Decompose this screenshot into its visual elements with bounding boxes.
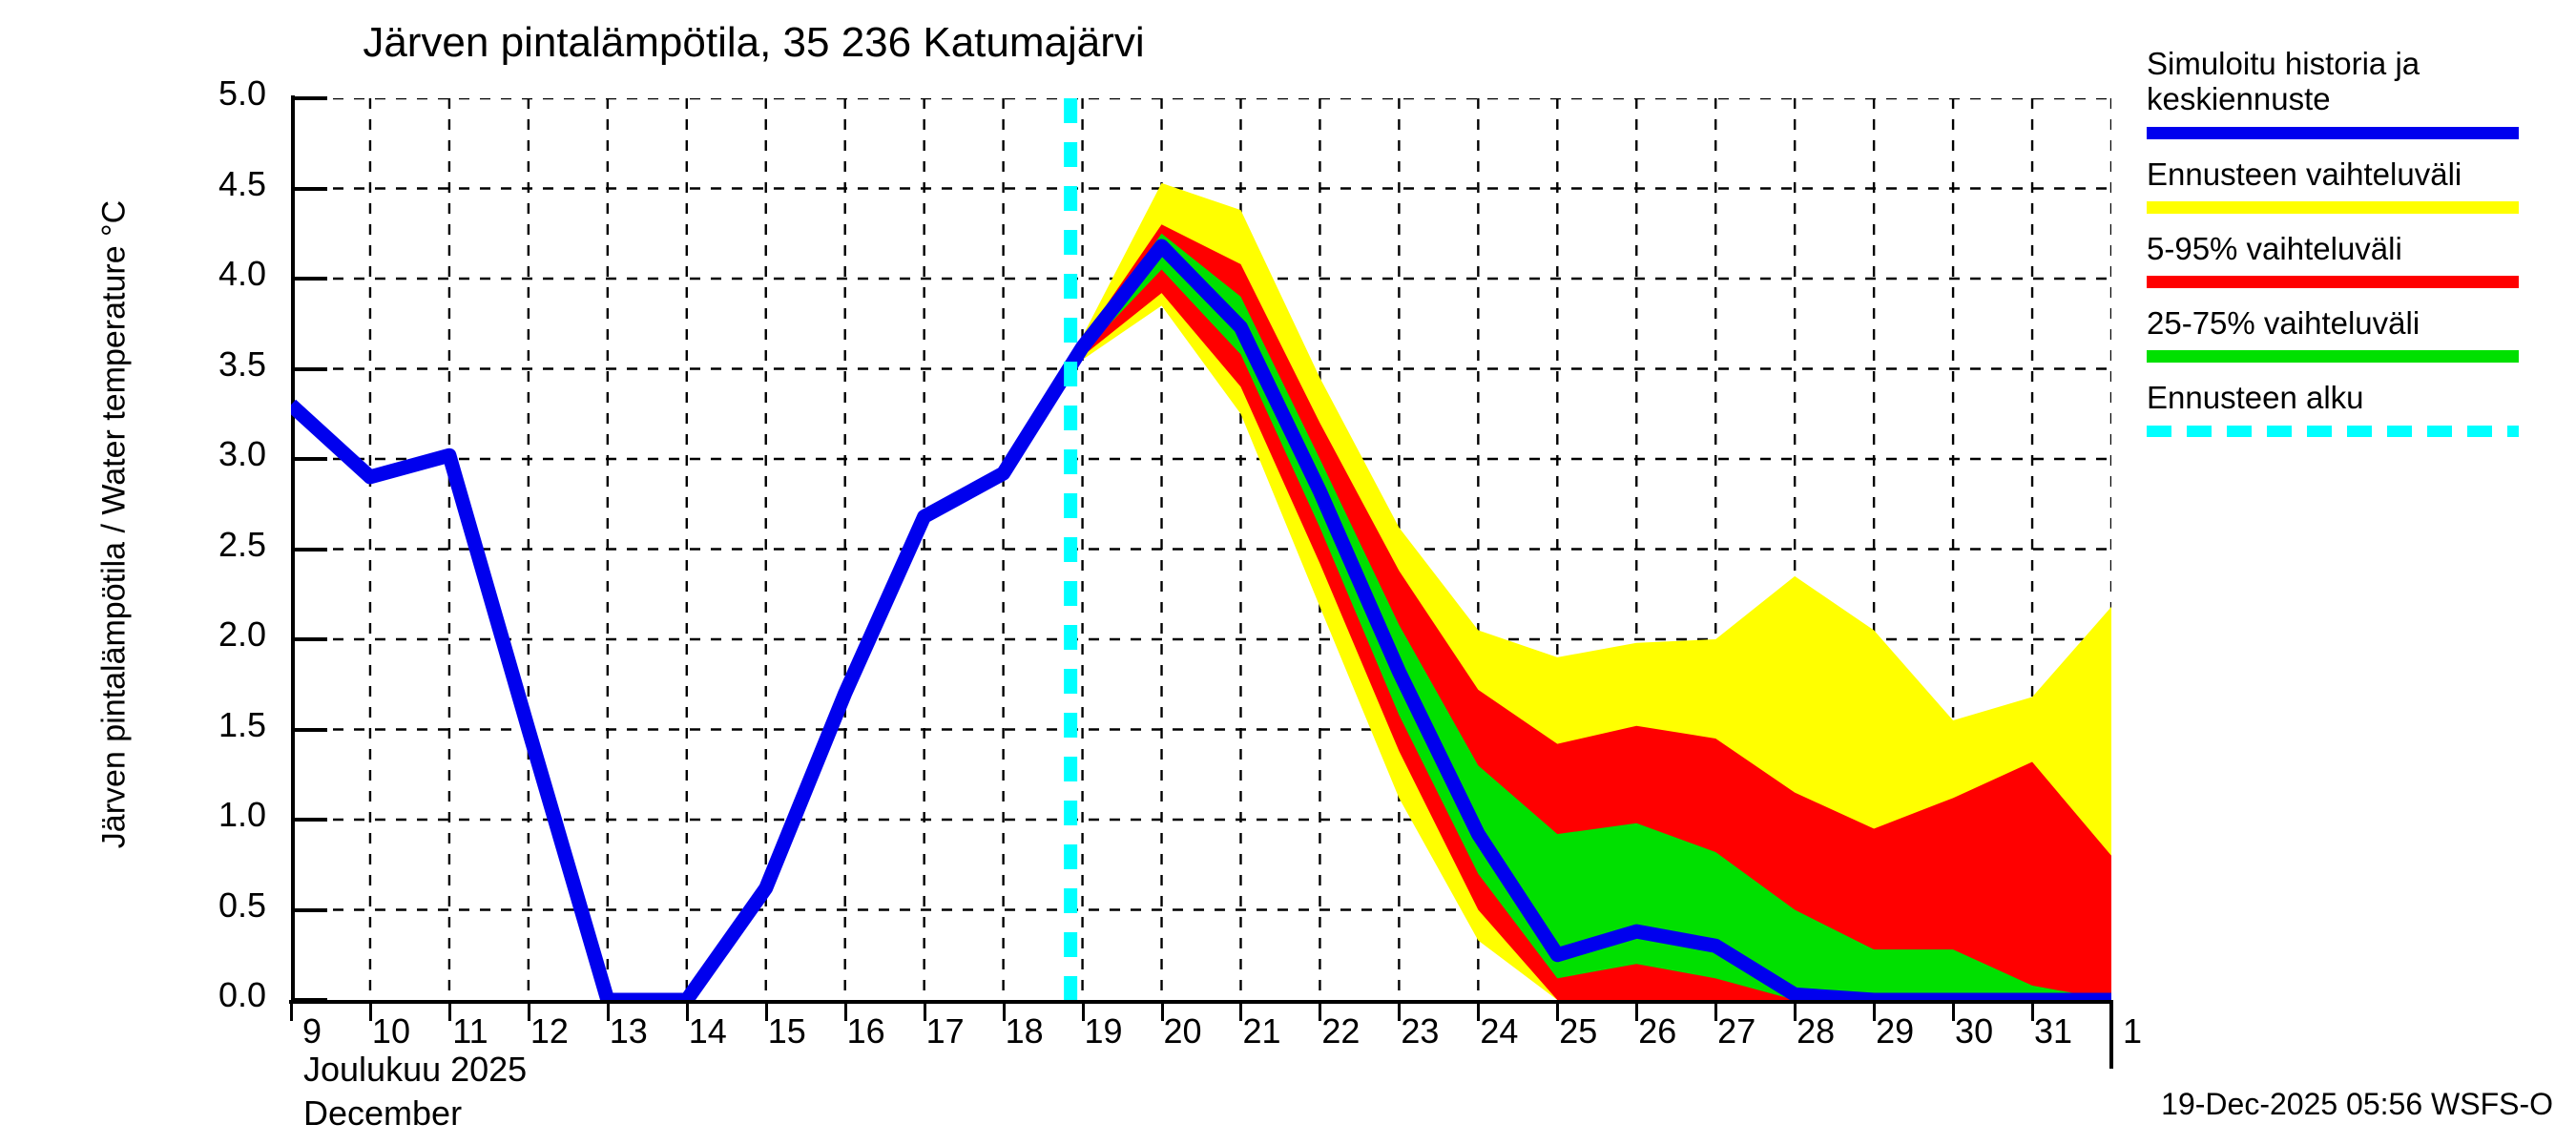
band-range-full [1082, 182, 2111, 1000]
y-tick-mark [291, 186, 327, 191]
y-tick-label: 3.0 [218, 434, 266, 473]
x-tick-mark [1635, 1000, 1639, 1021]
x-tick-label: 19 [1084, 1011, 1123, 1051]
x-tick-mark [290, 1000, 293, 1021]
chart-canvas [291, 98, 2111, 1000]
x-tick-label: 14 [688, 1011, 727, 1051]
x-tick-label: 25 [1559, 1011, 1598, 1051]
x-tick-mark [368, 1000, 372, 1021]
x-tick-mark [1239, 1000, 1243, 1021]
mean-line [291, 239, 2111, 1000]
x-tick-label: 20 [1163, 1011, 1202, 1051]
y-tick-label: 3.5 [218, 344, 266, 384]
x-tick-label: 17 [925, 1011, 965, 1051]
y-tick-label: 0.5 [218, 885, 266, 925]
x-tick-label: 28 [1797, 1011, 1836, 1051]
y-tick-label: 2.0 [218, 614, 266, 654]
legend-p5-95: 5-95% vaihteluväli [2147, 230, 2566, 289]
y-tick-mark [291, 998, 327, 1002]
x-tick-label: 26 [1638, 1011, 1677, 1051]
x-tick-mark [685, 1000, 689, 1021]
x-tick-label: 15 [767, 1011, 806, 1051]
x-tick-label: 12 [530, 1011, 569, 1051]
legend-label: Ennusteen alku [2147, 380, 2364, 416]
x-tick-mark [1160, 1000, 1164, 1021]
legend: Simuloitu historia ja keskiennuste Ennust… [2147, 46, 2566, 454]
plot-area [291, 98, 2111, 1000]
legend-swatch [2147, 126, 2519, 139]
x-tick-mark [1477, 1000, 1481, 1021]
x-tick-mark [1398, 1000, 1402, 1021]
y-tick-label: 0.0 [218, 975, 266, 1014]
x-tick-label: 9 [301, 1011, 322, 1051]
x-tick-mark [606, 1000, 610, 1021]
legend-swatch [2147, 200, 2519, 214]
x-tick-mark [1873, 1000, 1877, 1021]
x-tick-label: 29 [1876, 1011, 1915, 1051]
legend-mean: Simuloitu historia ja keskiennuste [2147, 46, 2566, 139]
x-tick-label: 16 [846, 1011, 885, 1051]
y-tick-mark [291, 907, 327, 912]
x-tick-label: 22 [1321, 1011, 1361, 1051]
y-tick-mark [291, 727, 327, 732]
legend-swatch [2147, 425, 2519, 437]
y-tick-mark [291, 818, 327, 822]
y-tick-label: 1.0 [218, 795, 266, 834]
legend-range: Ennusteen vaihteluväli [2147, 156, 2566, 214]
x-axis-month-label-fi: Joulukuu 2025 [303, 1050, 528, 1089]
x-tick-mark [764, 1000, 768, 1021]
x-tick-label: 27 [1717, 1011, 1756, 1051]
x-axis-line [289, 1000, 2113, 1004]
y-tick-mark [291, 547, 327, 552]
x-tick-label: 13 [609, 1011, 648, 1051]
x-tick-label: 1 [2122, 1011, 2143, 1051]
y-tick-label: 5.0 [218, 73, 266, 113]
y-tick-mark [291, 457, 327, 461]
footer-timestamp: 19-Dec-2025 05:56 WSFS-O [2161, 1087, 2553, 1121]
y-tick-label: 1.5 [218, 704, 266, 744]
x-tick-label: 30 [1955, 1011, 1994, 1051]
band-p25-75 [1082, 233, 2111, 1000]
y-tick-mark [291, 96, 327, 100]
x-tick-mark [1002, 1000, 1006, 1021]
x-tick-mark [1714, 1000, 1718, 1021]
y-axis-label: Järven pintalämpötila / Water temperatur… [95, 199, 133, 849]
x-tick-label: 31 [2034, 1011, 2073, 1051]
x-month-boundary-tick [2109, 1000, 2113, 1069]
x-axis-month-label-en: December [303, 1093, 463, 1133]
x-tick-mark [1952, 1000, 1956, 1021]
legend-label: 5-95% vaihteluväli [2147, 230, 2402, 266]
page-title: Järven pintalämpötila, 35 236 Katumajärv… [363, 19, 1145, 66]
legend-label: 25-75% vaihteluväli [2147, 305, 2420, 342]
x-tick-label: 21 [1242, 1011, 1281, 1051]
legend-forecast-start: Ennusteen alku [2147, 380, 2566, 437]
x-tick-label: 24 [1480, 1011, 1519, 1051]
y-tick-label: 4.5 [218, 163, 266, 203]
legend-swatch [2147, 350, 2519, 364]
x-tick-mark [447, 1000, 451, 1021]
legend-swatch [2147, 276, 2519, 289]
x-tick-mark [2031, 1000, 2035, 1021]
x-tick-label: 18 [1005, 1011, 1044, 1051]
legend-label: Ennusteen vaihteluväli [2147, 156, 2462, 192]
y-tick-label: 2.5 [218, 524, 266, 564]
x-tick-mark [843, 1000, 847, 1021]
x-tick-mark [923, 1000, 926, 1021]
x-tick-mark [1556, 1000, 1560, 1021]
y-tick-mark [291, 366, 327, 371]
x-tick-mark [527, 1000, 530, 1021]
x-tick-mark [1319, 1000, 1322, 1021]
legend-label: Simuloitu historia ja keskiennuste [2147, 46, 2420, 117]
y-tick-mark [291, 637, 327, 641]
y-tick-mark [291, 277, 327, 281]
x-tick-label: 10 [371, 1011, 410, 1051]
x-tick-mark [1081, 1000, 1085, 1021]
x-tick-label: 11 [452, 1011, 488, 1051]
y-tick-label: 4.0 [218, 254, 266, 293]
x-tick-mark [1794, 1000, 1797, 1021]
legend-p25-75: 25-75% vaihteluväli [2147, 305, 2566, 364]
x-tick-label: 23 [1401, 1011, 1440, 1051]
